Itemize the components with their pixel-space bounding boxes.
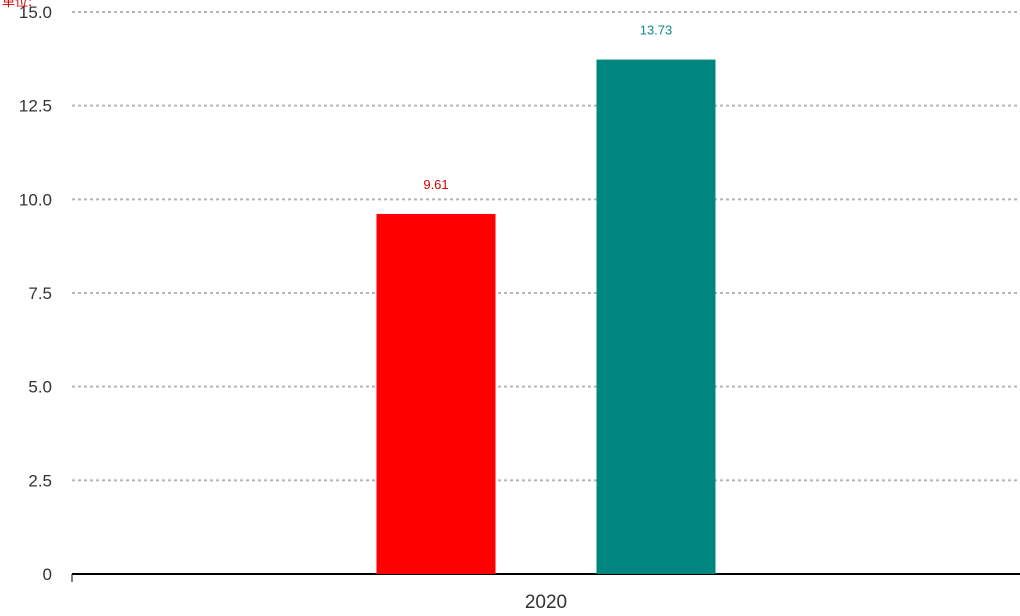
- y-tick-label: 10.0: [19, 190, 52, 209]
- y-tick-label: 7.5: [28, 284, 52, 303]
- bar-value-label: 9.61: [423, 177, 448, 192]
- bar: [596, 59, 716, 575]
- unit-label: 单位:: [2, 0, 33, 10]
- y-tick-label: 15.0: [19, 3, 52, 22]
- bar: [376, 213, 496, 575]
- y-tick-label: 5.0: [28, 378, 52, 397]
- y-tick-label: 12.5: [19, 97, 52, 116]
- bar-value-label: 13.73: [640, 23, 673, 38]
- y-tick-label: 2.5: [28, 471, 52, 490]
- x-tick-label: 2020: [525, 592, 567, 611]
- y-tick-label: 0: [43, 565, 52, 584]
